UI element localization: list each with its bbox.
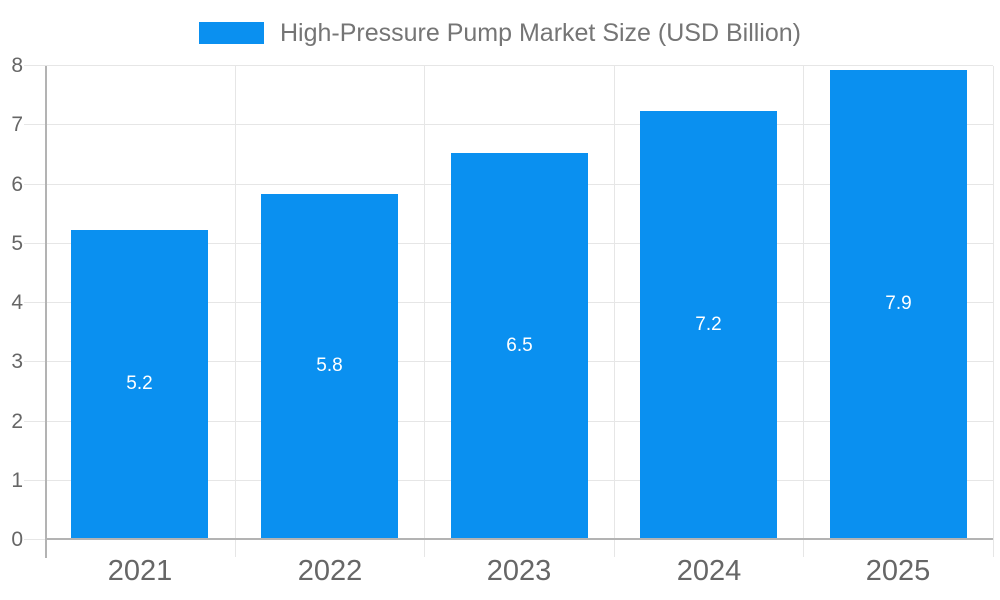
bar-2025[interactable]: 7.9 bbox=[830, 70, 967, 538]
bar-value-label: 6.5 bbox=[506, 334, 533, 356]
legend-label: High-Pressure Pump Market Size (USD Bill… bbox=[280, 18, 801, 47]
y-axis-line bbox=[45, 66, 47, 558]
y-tick-label: 3 bbox=[11, 350, 23, 374]
x-tick-label: 2022 bbox=[297, 555, 363, 587]
bar-value-label: 5.8 bbox=[316, 355, 343, 376]
x-tick-label: 2021 bbox=[107, 555, 173, 587]
bar-value-label: 7.2 bbox=[695, 313, 722, 335]
bar-2022[interactable]: 5.8 bbox=[261, 194, 398, 538]
x-tick-label: 2024 bbox=[676, 555, 742, 587]
v-gridline bbox=[993, 66, 994, 557]
y-tick-label: 1 bbox=[11, 468, 23, 492]
y-tick-label: 2 bbox=[11, 409, 23, 433]
y-tick-label: 6 bbox=[11, 172, 23, 196]
y-tick-label: 5 bbox=[11, 231, 23, 255]
plot-area: 5.2 5.8 6.5 7.2 7.9 bbox=[24, 65, 994, 558]
h-gridline bbox=[24, 124, 993, 126]
legend: High-Pressure Pump Market Size (USD Bill… bbox=[0, 17, 1000, 49]
bar-2024[interactable]: 7.2 bbox=[640, 111, 777, 538]
legend-swatch-icon bbox=[199, 22, 264, 44]
v-gridline bbox=[614, 66, 615, 557]
x-tick-label: 2025 bbox=[865, 555, 931, 587]
y-tick-label: 7 bbox=[11, 113, 23, 137]
bar-value-label: 7.9 bbox=[885, 293, 912, 314]
h-gridline bbox=[24, 65, 993, 66]
y-tick-label: 8 bbox=[11, 54, 23, 77]
v-gridline bbox=[424, 66, 425, 557]
bar-2023[interactable]: 6.5 bbox=[451, 153, 588, 538]
v-gridline bbox=[803, 66, 804, 557]
bar-value-label: 5.2 bbox=[126, 373, 153, 394]
bar-2021[interactable]: 5.2 bbox=[71, 230, 208, 538]
x-tick-label: 2023 bbox=[486, 555, 552, 587]
x-axis-line bbox=[45, 538, 993, 540]
y-tick-label: 4 bbox=[11, 291, 23, 314]
v-gridline bbox=[235, 66, 236, 557]
y-tick-label: 0 bbox=[11, 528, 23, 551]
